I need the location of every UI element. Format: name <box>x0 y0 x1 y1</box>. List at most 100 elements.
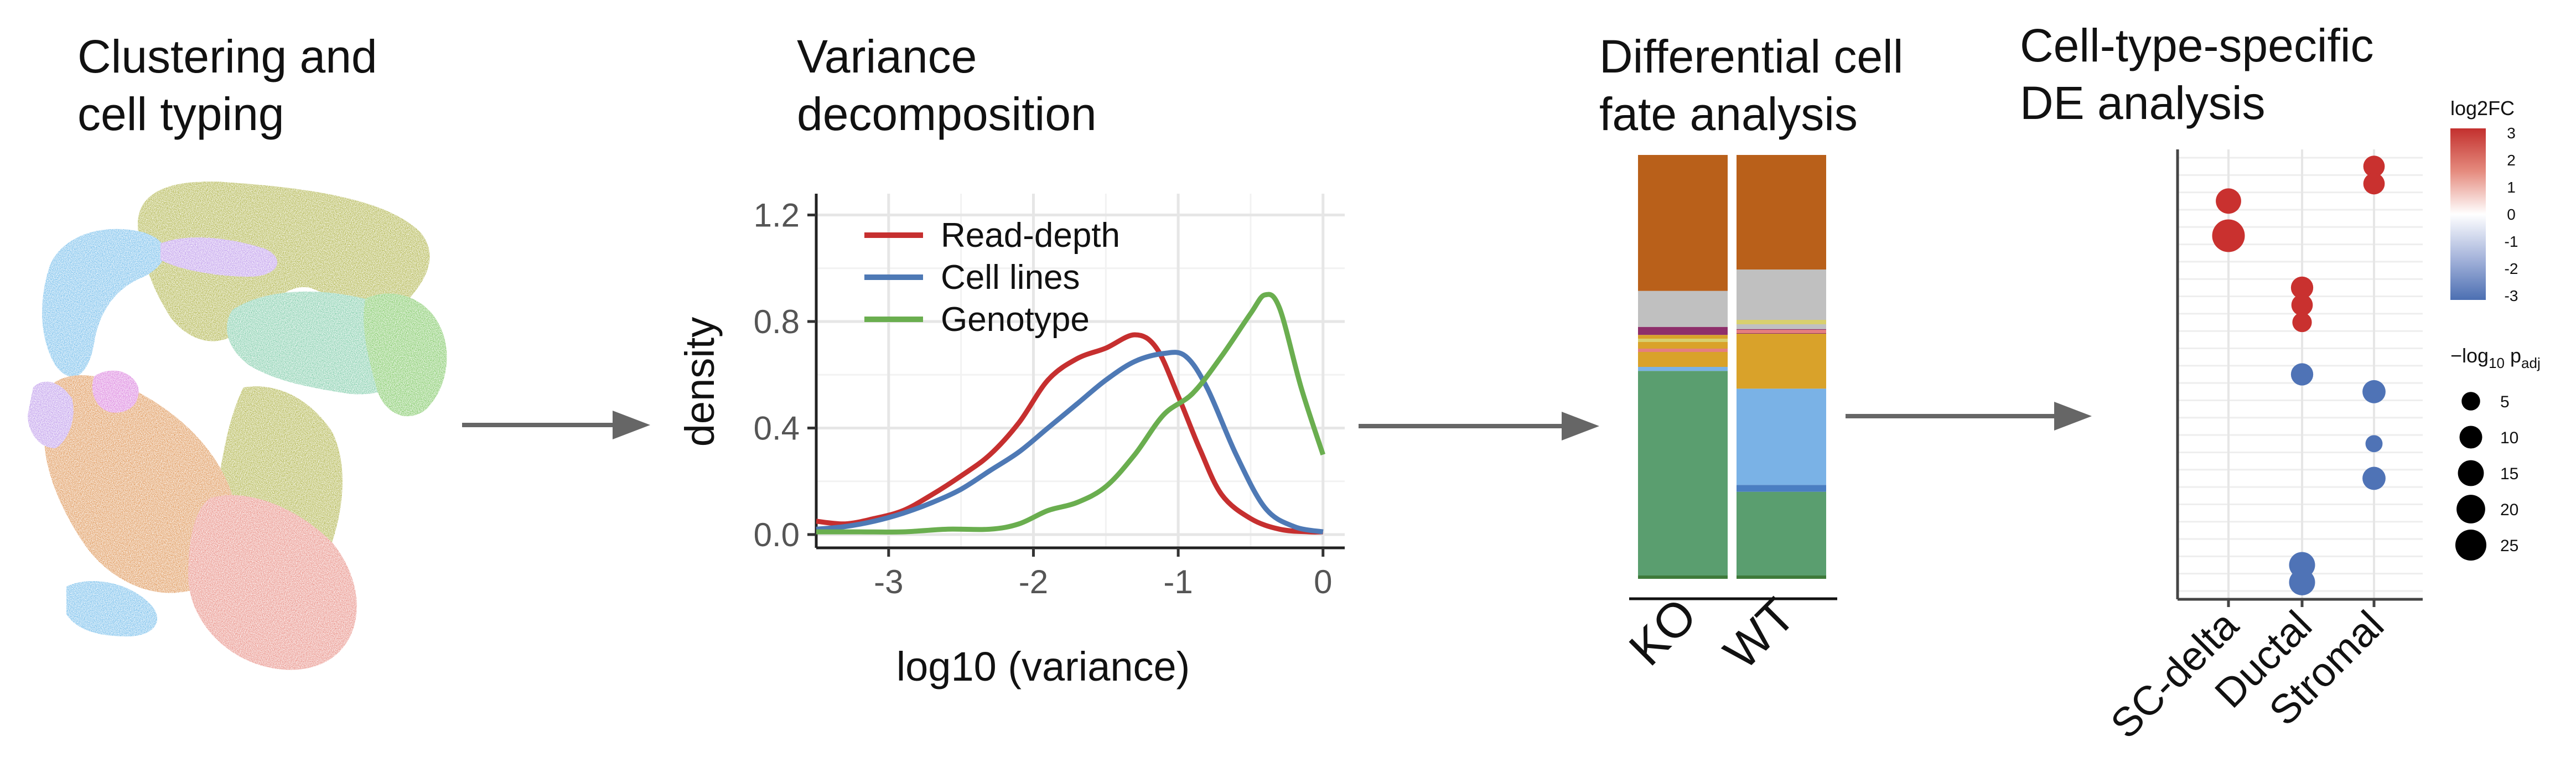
umap-cluster-purple-left <box>28 381 74 448</box>
pvalue-legend-dot <box>2455 529 2487 561</box>
log2fc-tick-label: -1 <box>2505 233 2518 250</box>
dot-point <box>2216 188 2241 214</box>
pvalue-legend-title: −log10 padj <box>2450 344 2541 371</box>
stacked-segment <box>1737 333 1826 389</box>
pvalue-legend-label: 25 <box>2500 537 2518 555</box>
stacked-segment <box>1638 367 1728 371</box>
density-plot-area <box>816 194 1345 548</box>
density-legend-label: Genotype <box>941 300 1090 339</box>
density-x-tick-label: -3 <box>874 563 903 600</box>
pvalue-legend-dot <box>2456 495 2485 523</box>
umap-cluster-pink <box>92 370 139 413</box>
density-y-tick-label: 1.2 <box>754 196 800 234</box>
log2fc-legend-title: log2FC <box>2450 97 2515 120</box>
density-legend-label: Read-depth <box>941 216 1120 255</box>
stacked-thin-band <box>1638 576 1728 579</box>
dot-point <box>2291 294 2313 316</box>
density-x-tick-label: -1 <box>1163 563 1193 600</box>
stacked-thin-band <box>1638 339 1728 342</box>
umap-cluster-red <box>188 495 357 670</box>
stacked-segment <box>1638 155 1728 291</box>
de-dot-plot: SC-deltaDuctalStromallog2FC3210-1-2-3−lo… <box>2102 97 2541 747</box>
log2fc-colorbar <box>2450 128 2486 300</box>
density-y-tick-label: 0.0 <box>754 516 800 553</box>
log2fc-tick-label: -3 <box>2505 287 2518 304</box>
arrow-variance-to-fate <box>1359 412 1599 440</box>
dot-point <box>2290 363 2314 386</box>
umap-cluster-purple <box>160 237 278 277</box>
dot-point <box>2290 276 2314 299</box>
density-legend-item: Cell lines <box>864 258 1080 297</box>
dot-point <box>2363 155 2385 178</box>
log2fc-tick-label: 1 <box>2507 179 2516 196</box>
density-grid <box>815 194 1345 548</box>
variance-title: Variance decomposition <box>797 28 1097 143</box>
clustering-title: Clustering and cell typing <box>77 28 377 143</box>
density-legend-item: Read-depth <box>864 216 1120 255</box>
arrow-clustering-to-variance <box>462 411 650 439</box>
fate-stacked-bar-chart: KO WT <box>1619 155 1837 680</box>
stacked-segment <box>1737 491 1826 579</box>
log2fc-tick-label: -2 <box>2505 260 2518 277</box>
umap-cluster-orange <box>44 375 239 593</box>
pipeline-arrows <box>462 402 2092 440</box>
pvalue-legend-label: 15 <box>2500 465 2518 483</box>
density-x-axis-label: log10 (variance) <box>896 644 1190 690</box>
pvalue-legend-dot <box>2459 426 2482 449</box>
umap-cluster-green <box>364 293 447 417</box>
dot-point <box>2362 466 2386 490</box>
stacked-segment <box>1638 291 1728 327</box>
density-x-tick-label: -2 <box>1019 563 1048 600</box>
density-y-tick-label: 0.8 <box>754 303 800 340</box>
stacked-segment <box>1737 388 1826 485</box>
variance-title-line1: Variance <box>797 30 977 82</box>
umap-embedding <box>28 182 447 670</box>
stacked-bar-ko: KO <box>1619 155 1728 676</box>
dot-point <box>2289 569 2315 595</box>
density-line-cell-lines <box>816 350 1324 535</box>
density-axes: -3 -2 -1 0 0.0 0.4 0.8 1.2 <box>754 194 1345 600</box>
stacked-category-label: WT <box>1713 587 1806 680</box>
dot-point <box>2212 219 2245 252</box>
variance-title-line2: decomposition <box>797 88 1097 140</box>
fate-title-line1: Differential cell <box>1599 30 1904 82</box>
dot-point <box>2365 435 2383 453</box>
dot-point <box>2292 312 2312 333</box>
clustering-title-line2: cell typing <box>77 88 284 140</box>
density-legend-item: Genotype <box>864 300 1090 339</box>
density-x-tick-label: 0 <box>1314 563 1332 600</box>
umap-cluster-blue-arc <box>42 229 165 377</box>
dot-point <box>2362 380 2386 403</box>
de-title-line1: Cell-type-specific <box>2020 19 2374 71</box>
density-line-genotype <box>816 292 1326 535</box>
density-y-tick-label: 0.4 <box>754 409 800 447</box>
stacked-segment <box>1737 269 1826 329</box>
stacked-segment <box>1638 326 1728 335</box>
clustering-title-line1: Clustering and <box>77 30 377 82</box>
density-y-axis-label: density <box>677 317 723 447</box>
fate-title-line2: fate analysis <box>1599 88 1858 140</box>
stacked-segment <box>1737 485 1826 492</box>
pvalue-size-legend: −log10 padj 5 10 15 20 25 <box>2450 344 2541 561</box>
stacked-thin-band <box>1737 330 1826 333</box>
pvalue-legend-label: 5 <box>2500 393 2510 411</box>
stacked-thin-band <box>1737 576 1826 579</box>
stacked-thin-band <box>1638 349 1728 352</box>
density-legend-label: Cell lines <box>941 258 1080 297</box>
pvalue-legend-label: 20 <box>2500 501 2518 519</box>
stacked-segment <box>1737 155 1826 270</box>
stacked-segment <box>1638 371 1728 579</box>
pvalue-legend-dot <box>2458 460 2484 486</box>
density-lines <box>816 292 1326 535</box>
stacked-bar-wt: WT <box>1713 155 1826 680</box>
log2fc-color-legend: log2FC 3 2 1 0 -1 -2 -3 <box>2450 97 2518 304</box>
fate-title: Differential cell fate analysis <box>1599 28 1903 143</box>
de-title: Cell-type-specific DE analysis <box>2020 17 2374 132</box>
de-title-line2: DE analysis <box>2020 77 2266 129</box>
density-line-read-depth <box>816 332 1323 535</box>
umap-cluster-blue-bottom <box>66 581 158 636</box>
dot-point <box>2363 173 2385 195</box>
stacked-category-label: KO <box>1619 587 1707 676</box>
